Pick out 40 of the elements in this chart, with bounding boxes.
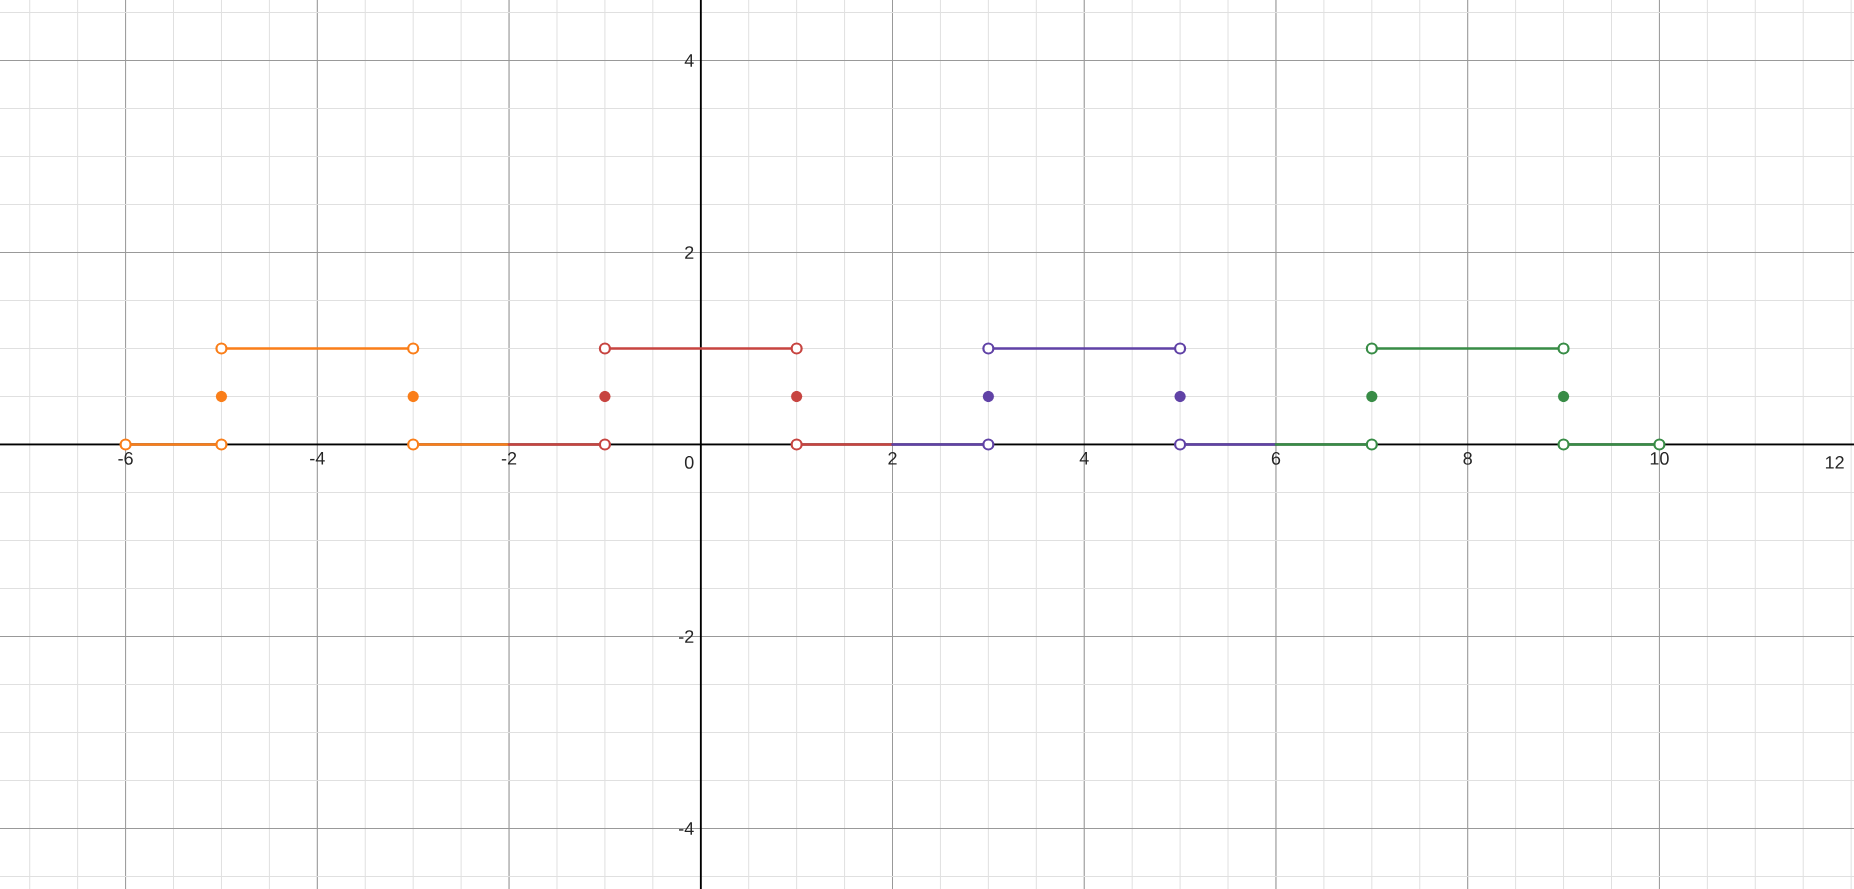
point bbox=[790, 438, 803, 451]
point bbox=[599, 390, 611, 403]
x-tick-label: 2 bbox=[888, 452, 897, 465]
point bbox=[1366, 390, 1378, 403]
point bbox=[982, 390, 994, 403]
x-tick-label: 10 bbox=[1650, 452, 1669, 465]
point bbox=[598, 342, 612, 355]
point bbox=[1557, 342, 1570, 355]
y-tick-label: 4 bbox=[684, 54, 694, 67]
point bbox=[1173, 342, 1187, 355]
point bbox=[1173, 438, 1187, 451]
point bbox=[407, 438, 420, 451]
x-tick-label: 12 bbox=[1825, 456, 1844, 469]
point bbox=[1365, 438, 1378, 451]
point bbox=[215, 342, 228, 355]
point bbox=[215, 438, 228, 451]
x-tick-label: 6 bbox=[1271, 452, 1281, 465]
x-tick-label: 4 bbox=[1079, 452, 1089, 465]
y-tick-label: -4 bbox=[679, 822, 694, 835]
x-tick-label: 0 bbox=[684, 456, 694, 469]
point bbox=[1557, 438, 1570, 451]
point bbox=[1557, 390, 1570, 403]
x-tick-label: -6 bbox=[118, 452, 133, 465]
point bbox=[598, 438, 612, 451]
point bbox=[1653, 438, 1666, 451]
point bbox=[982, 342, 995, 355]
point bbox=[982, 438, 995, 451]
y-tick-label: 2 bbox=[685, 246, 694, 259]
point bbox=[407, 342, 420, 355]
x-tick-label: 8 bbox=[1463, 452, 1472, 465]
point bbox=[1174, 390, 1186, 403]
x-tick-label: -4 bbox=[310, 452, 325, 465]
point bbox=[119, 438, 132, 451]
y-tick-label: -2 bbox=[679, 630, 694, 643]
point bbox=[791, 390, 803, 403]
point bbox=[1365, 342, 1378, 355]
point bbox=[790, 342, 803, 355]
x-tick-label: -2 bbox=[501, 452, 517, 465]
point bbox=[407, 390, 419, 403]
point bbox=[215, 390, 228, 403]
